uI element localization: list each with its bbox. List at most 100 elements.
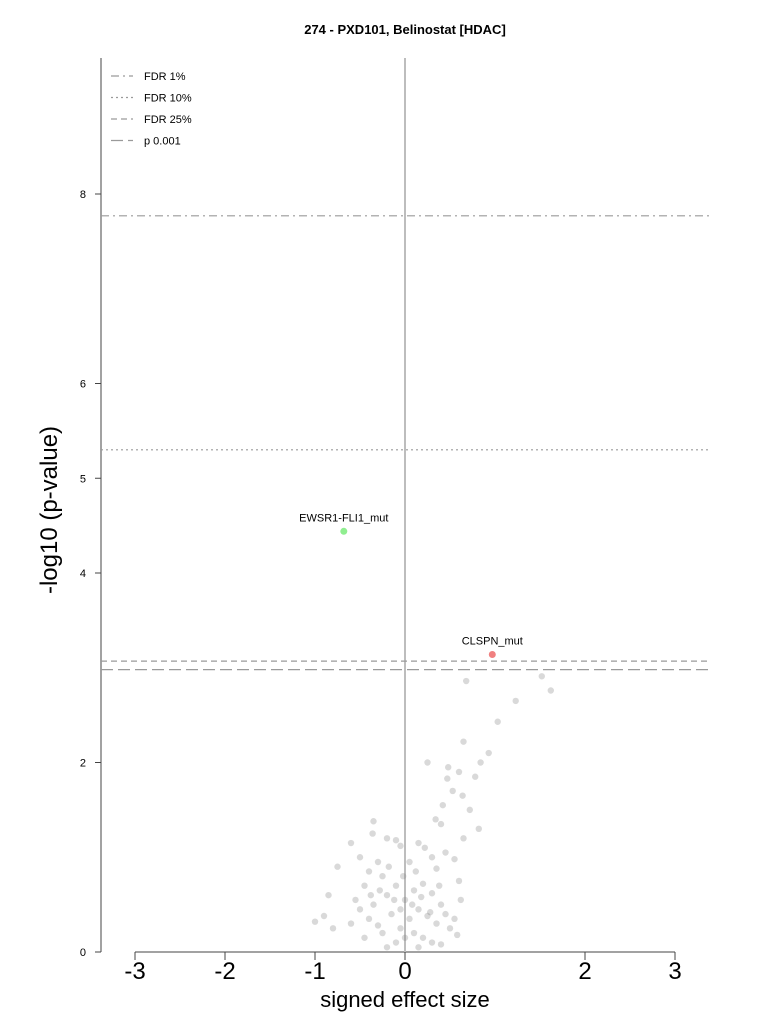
data-point <box>427 909 434 916</box>
data-point <box>437 901 445 908</box>
x-axis-label: signed effect size <box>320 987 490 1012</box>
data-point <box>439 801 446 809</box>
data-point <box>451 915 458 923</box>
data-point <box>424 759 431 766</box>
data-point <box>449 787 456 795</box>
data-point <box>383 891 391 899</box>
data-point <box>437 820 445 828</box>
data-point <box>370 818 377 825</box>
data-point <box>329 925 337 932</box>
data-point <box>444 775 451 782</box>
data-point <box>406 915 413 923</box>
data-point <box>442 910 449 918</box>
data-point <box>442 849 449 856</box>
data-point <box>385 863 392 870</box>
x-tick-label: 0 <box>398 958 411 985</box>
data-point <box>466 806 473 814</box>
data-point <box>455 768 463 776</box>
data-point <box>356 906 364 913</box>
data-point <box>419 880 427 887</box>
data-point <box>379 929 386 937</box>
data-point <box>401 896 409 904</box>
point-annotation-1: CLSPN_mut <box>462 635 523 647</box>
data-point <box>415 944 422 951</box>
data-point <box>477 759 484 766</box>
data-point <box>365 915 373 923</box>
data-point <box>374 858 382 866</box>
data-point <box>383 835 391 842</box>
highlighted-points: EWSR1-FLI1_mut CLSPN_mut <box>299 512 523 658</box>
data-point <box>428 890 436 897</box>
data-point <box>370 901 377 908</box>
data-point <box>475 825 482 833</box>
data-point <box>412 868 419 875</box>
data-point <box>406 858 413 866</box>
y-tick-label: 8 <box>80 189 86 201</box>
data-point <box>459 792 466 799</box>
highlighted-point-1 <box>488 650 496 658</box>
data-point <box>472 773 479 780</box>
data-point <box>397 842 404 850</box>
threshold-lines <box>101 215 710 671</box>
data-point <box>446 925 454 932</box>
y-axis-label: -log10 (p-value) <box>36 426 63 594</box>
data-point <box>401 934 409 941</box>
y-tick-label: 4 <box>80 568 86 580</box>
x-tick-label: -2 <box>214 958 235 985</box>
data-point <box>356 854 364 861</box>
data-point <box>512 697 519 705</box>
data-point <box>415 839 422 847</box>
legend: FDR 1% FDR 10% FDR 25% p 0.001 <box>111 71 192 148</box>
data-point <box>347 920 355 927</box>
data-point <box>392 882 400 889</box>
x-tick-label: -1 <box>304 958 325 985</box>
data-point <box>445 764 452 771</box>
legend-label-3: p 0.001 <box>144 136 181 148</box>
data-point <box>428 854 436 861</box>
y-tick-label: 5 <box>80 473 86 485</box>
chart-title: 274 - PXD101, Belinostat [HDAC] <box>304 22 506 37</box>
y-tick-label: 0 <box>80 947 86 959</box>
data-point <box>538 673 545 680</box>
data-point <box>460 738 467 745</box>
data-point <box>415 906 422 913</box>
data-point <box>400 873 407 880</box>
data-point <box>494 718 501 725</box>
x-tick-label: -3 <box>124 958 145 985</box>
data-point <box>374 922 382 929</box>
data-point <box>409 901 416 908</box>
data-point <box>392 836 400 844</box>
data-point <box>463 677 470 685</box>
data-point <box>436 882 443 889</box>
data-point <box>361 934 368 941</box>
data-point <box>428 939 436 946</box>
legend-label-1: FDR 10% <box>144 93 192 105</box>
x-ticks: -3 -2 -1 0 2 3 <box>124 952 682 985</box>
data-point <box>455 877 463 885</box>
data-point <box>391 896 398 904</box>
data-points <box>311 673 554 951</box>
data-point <box>410 887 418 894</box>
point-annotation-0: EWSR1-FLI1_mut <box>299 512 388 524</box>
highlighted-point-0 <box>340 527 348 535</box>
data-point <box>334 863 341 870</box>
data-point <box>383 944 391 951</box>
x-tick-label: 3 <box>668 958 681 985</box>
data-point <box>361 882 368 889</box>
data-point <box>451 855 458 863</box>
data-point <box>352 896 359 904</box>
data-point <box>397 925 404 932</box>
data-point <box>433 920 440 927</box>
y-tick-label: 6 <box>80 379 86 391</box>
y-tick-label: 2 <box>80 758 86 770</box>
data-point <box>432 816 439 823</box>
x-tick-label: 2 <box>578 958 591 985</box>
data-point <box>369 830 376 837</box>
data-point <box>365 868 373 875</box>
data-point <box>547 687 554 694</box>
data-point <box>397 906 404 913</box>
data-point <box>424 912 431 920</box>
data-point <box>320 912 328 920</box>
data-point <box>388 910 395 918</box>
data-point <box>418 893 425 901</box>
